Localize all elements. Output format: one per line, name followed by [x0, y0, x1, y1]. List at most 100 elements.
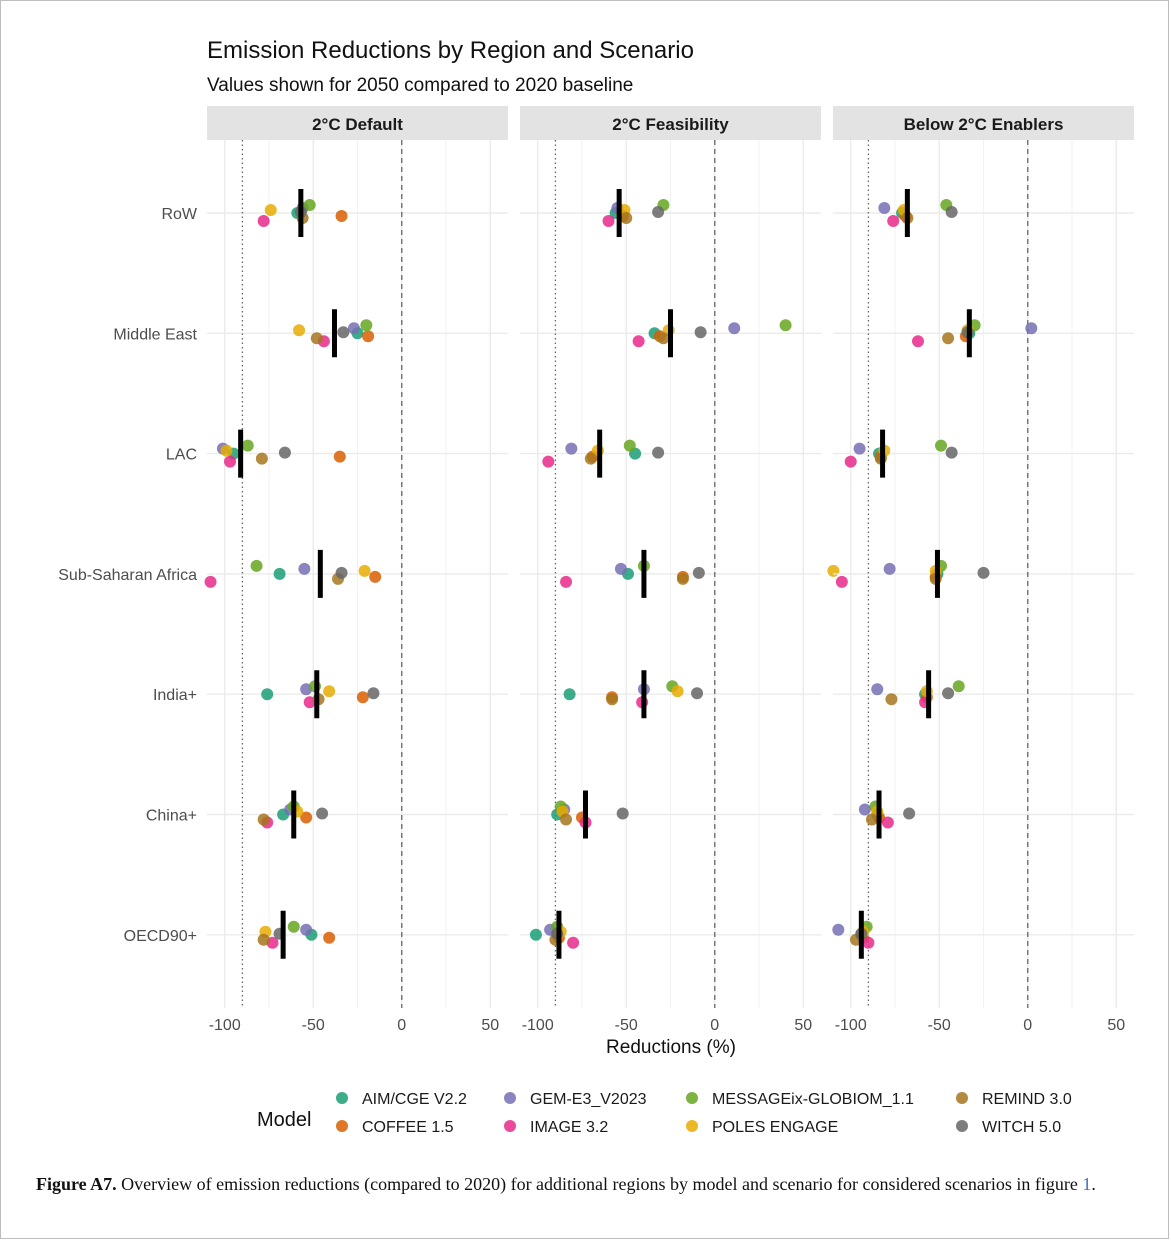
region-label: OECD90+	[124, 928, 197, 945]
point-witch-5-0	[367, 687, 380, 700]
region-group-row	[878, 189, 958, 237]
caption-suffix: .	[1091, 1174, 1096, 1194]
figure-caption: Figure A7. Overview of emission reductio…	[36, 1172, 1136, 1196]
x-tick-label: -100	[522, 1017, 554, 1034]
point-witch-5-0	[694, 326, 707, 339]
point-poles-engage	[220, 444, 233, 457]
point-witch-5-0	[945, 446, 958, 459]
point-image-3-2	[862, 936, 875, 949]
chart-title: Emission Reductions by Region and Scenar…	[207, 37, 694, 64]
region-group-china	[257, 790, 329, 839]
point-image-3-2	[224, 455, 237, 468]
point-messageix-globiom-1-1	[303, 199, 316, 211]
panel-strip	[833, 106, 1134, 140]
region-label: RoW	[161, 206, 197, 223]
region-label: Sub-Saharan Africa	[58, 567, 197, 584]
panel-2-c-feasibility: 2°C Feasibility -100 -50 0 50	[520, 106, 840, 1034]
point-image-3-2	[844, 455, 857, 468]
point-messageix-globiom-1-1	[952, 680, 965, 693]
point-image-3-2	[887, 215, 900, 227]
region-label: China+	[146, 808, 197, 825]
x-tick-label: -50	[928, 1017, 951, 1034]
region-group-oecd90	[529, 910, 580, 959]
point-aim-cge-v2-2	[529, 928, 542, 941]
region-group-lac	[216, 429, 346, 478]
region-group-row	[257, 189, 348, 237]
point-gem-e3-v2023	[614, 562, 627, 575]
legend-item-remind-3-0: REMIND 3.0	[956, 1091, 1072, 1108]
point-witch-5-0	[692, 566, 705, 579]
legend-swatch	[686, 1092, 698, 1104]
x-tick-label: 0	[397, 1017, 406, 1034]
region-group-sub-saharan-africa	[560, 549, 840, 598]
region-group-middle-east	[632, 309, 792, 358]
legend-swatch	[686, 1120, 698, 1132]
panel-strip-label: 2°C Default	[312, 115, 403, 134]
legend-item-witch-5-0: WITCH 5.0	[956, 1119, 1061, 1136]
point-coffee-1-5	[333, 450, 346, 463]
x-tick-label: -50	[302, 1017, 325, 1034]
emission-reductions-chart: Emission Reductions by Region and Scenar…	[58, 37, 1134, 1136]
point-remind-3-0	[885, 693, 898, 706]
point-aim-cge-v2-2	[261, 688, 274, 701]
x-axis-title: Reductions (%)	[606, 1037, 736, 1058]
point-witch-5-0	[278, 446, 291, 459]
x-tick-label: -100	[835, 1017, 867, 1034]
point-gem-e3-v2023	[1025, 322, 1038, 335]
x-tick-label: 0	[710, 1017, 719, 1034]
x-tick-label: 50	[1107, 1017, 1125, 1034]
region-labels: RoW Middle East LAC Sub-Saharan Africa India…	[58, 206, 198, 945]
point-gem-e3-v2023	[878, 202, 891, 214]
legend-item-coffee-1-5: COFFEE 1.5	[336, 1119, 454, 1136]
point-gem-e3-v2023	[832, 923, 845, 936]
x-tick-label: 50	[481, 1017, 499, 1034]
region-group-sub-saharan-africa	[835, 549, 990, 598]
panel-strip	[520, 106, 821, 140]
point-remind-3-0	[310, 332, 323, 345]
figure-reference-link[interactable]: 1	[1082, 1174, 1092, 1194]
point-witch-5-0	[945, 206, 958, 218]
point-coffee-1-5	[335, 210, 348, 222]
panel-strip-label: Below 2°C Enablers	[904, 115, 1064, 134]
chart-subtitle: Values shown for 2050 compared to 2020 b…	[207, 75, 633, 96]
region-group-lac	[844, 429, 958, 478]
point-messageix-globiom-1-1	[623, 439, 636, 452]
panel-strip	[207, 106, 508, 140]
point-coffee-1-5	[300, 811, 313, 824]
legend-item-poles-engage: POLES ENGAGE	[686, 1119, 838, 1136]
legend-item-aim-cge-v2-2: AIM/CGE V2.2	[336, 1091, 467, 1108]
point-poles-engage	[671, 685, 684, 698]
point-witch-5-0	[691, 687, 704, 700]
point-gem-e3-v2023	[883, 562, 896, 575]
x-tick-label: -50	[615, 1017, 638, 1034]
region-label: Middle East	[113, 326, 197, 343]
point-remind-3-0	[620, 212, 633, 224]
point-poles-engage	[293, 324, 306, 337]
region-group-row	[602, 189, 670, 237]
region-group-lac	[542, 429, 665, 478]
point-messageix-globiom-1-1	[779, 319, 792, 332]
point-image-3-2	[560, 575, 573, 588]
legend-label: REMIND 3.0	[982, 1091, 1072, 1108]
region-group-oecd90	[257, 910, 336, 959]
region-group-india	[871, 670, 965, 719]
point-witch-5-0	[616, 807, 629, 820]
x-tick-label: -100	[209, 1017, 241, 1034]
point-coffee-1-5	[362, 330, 375, 343]
legend-swatch	[956, 1120, 968, 1132]
panel-2-c-default: 2°C Default -100 -50 0 50	[204, 106, 508, 1034]
point-image-3-2	[881, 816, 894, 829]
legend-swatch	[504, 1092, 516, 1104]
point-witch-5-0	[903, 807, 916, 820]
point-messageix-globiom-1-1	[241, 439, 254, 452]
point-remind-3-0	[257, 933, 270, 946]
point-witch-5-0	[335, 566, 348, 579]
point-aim-cge-v2-2	[273, 567, 286, 580]
point-gem-e3-v2023	[565, 442, 578, 455]
point-aim-cge-v2-2	[563, 688, 576, 701]
point-gem-e3-v2023	[300, 923, 313, 936]
point-messageix-globiom-1-1	[287, 920, 300, 933]
point-poles-engage	[358, 564, 371, 577]
point-remind-3-0	[606, 693, 619, 706]
point-image-3-2	[542, 455, 555, 468]
